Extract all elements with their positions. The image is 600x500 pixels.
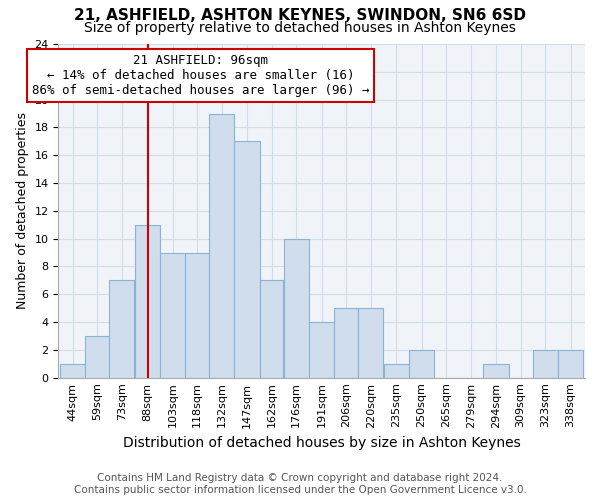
Bar (358, 308, 383, 378)
Bar (209, 114, 234, 378)
Bar (409, 350, 434, 378)
Text: Contains HM Land Registry data © Crown copyright and database right 2024.
Contai: Contains HM Land Registry data © Crown c… (74, 474, 526, 495)
Bar (383, 364, 409, 378)
Bar (109, 280, 134, 378)
Bar (484, 364, 509, 378)
Bar (185, 252, 209, 378)
Text: 21 ASHFIELD: 96sqm
← 14% of detached houses are smaller (16)
86% of semi-detache: 21 ASHFIELD: 96sqm ← 14% of detached hou… (32, 54, 369, 97)
Bar (334, 308, 358, 378)
Bar (160, 252, 185, 378)
X-axis label: Distribution of detached houses by size in Ashton Keynes: Distribution of detached houses by size … (123, 436, 520, 450)
Bar (60, 364, 85, 378)
Bar (85, 336, 109, 378)
Bar (558, 350, 583, 378)
Text: Size of property relative to detached houses in Ashton Keynes: Size of property relative to detached ho… (84, 21, 516, 35)
Bar (284, 238, 309, 378)
Bar (309, 322, 334, 378)
Bar (235, 142, 260, 378)
Bar (260, 280, 283, 378)
Bar (134, 224, 160, 378)
Text: 21, ASHFIELD, ASHTON KEYNES, SWINDON, SN6 6SD: 21, ASHFIELD, ASHTON KEYNES, SWINDON, SN… (74, 8, 526, 22)
Bar (533, 350, 558, 378)
Y-axis label: Number of detached properties: Number of detached properties (16, 112, 29, 310)
